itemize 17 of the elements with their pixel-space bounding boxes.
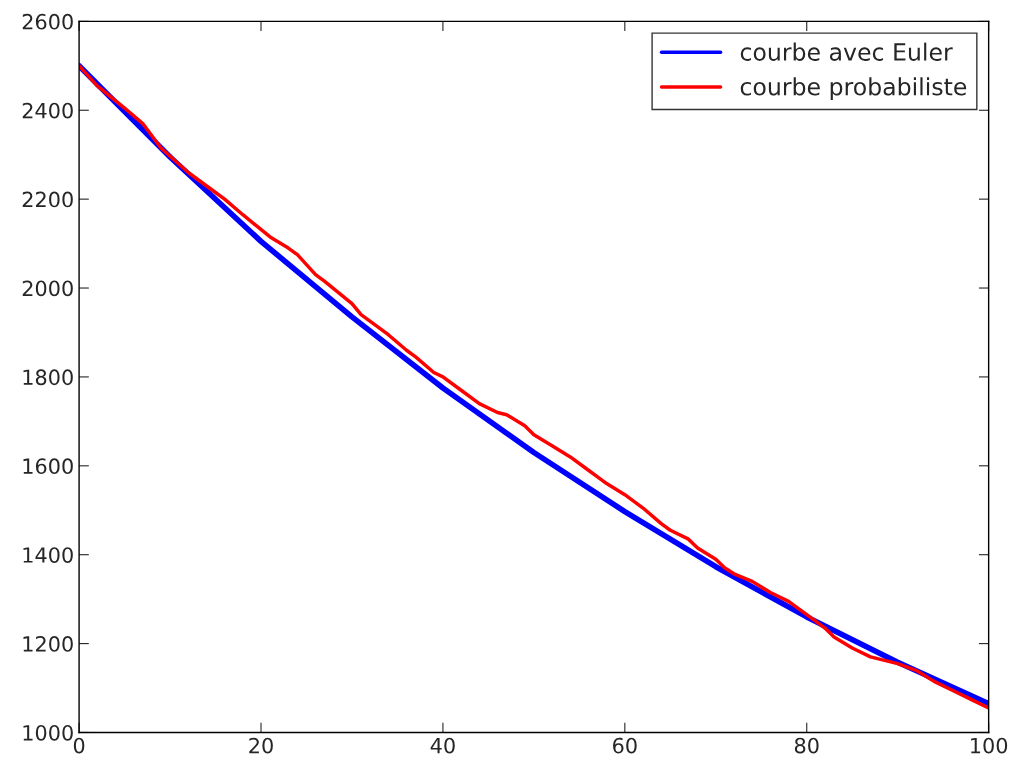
y-tick-label: 1200 <box>23 636 73 652</box>
x-tick-label: 60 <box>613 737 637 754</box>
x-tick-label: 0 <box>73 737 85 754</box>
x-tick-label: 100 <box>971 737 1008 754</box>
y-tick-label: 1800 <box>23 369 73 386</box>
x-tick-label: 80 <box>794 737 819 754</box>
y-tick-label: 2600 <box>22 13 73 30</box>
y-tick-label: 2000 <box>22 280 73 297</box>
y-tick-label: 1600 <box>23 458 73 475</box>
legend-label: courbe avec Euler <box>740 42 953 61</box>
y-tick-label: 1000 <box>23 724 73 741</box>
y-tick-label: 2200 <box>22 191 73 208</box>
legend-label: courbe probabiliste <box>740 77 967 101</box>
y-tick-label: 1400 <box>23 547 73 563</box>
x-tick-label: 20 <box>249 737 273 754</box>
y-tick-label: 2400 <box>22 102 73 119</box>
x-tick-label: 40 <box>430 737 455 754</box>
